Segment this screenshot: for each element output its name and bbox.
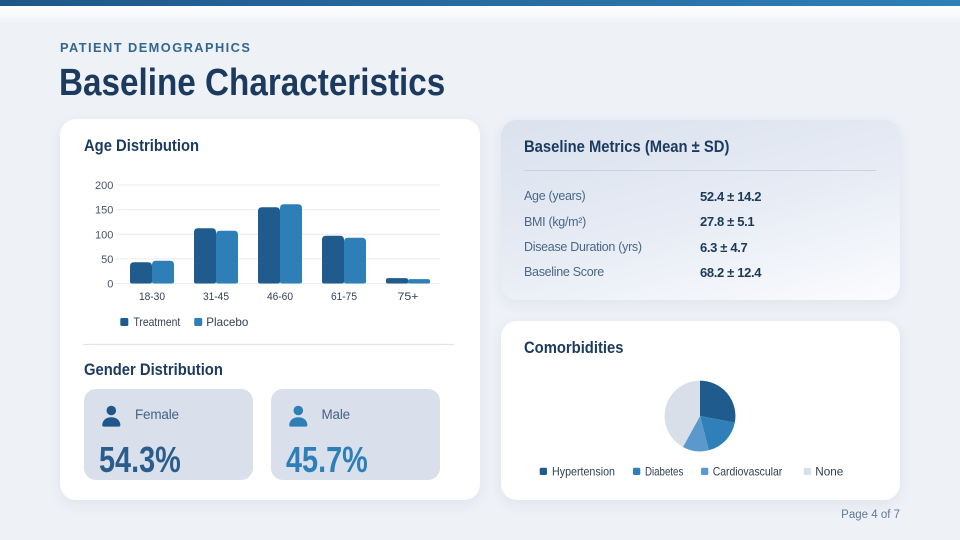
svg-text:100: 100 xyxy=(95,229,113,241)
svg-text:None: None xyxy=(815,464,843,478)
svg-text:18-30: 18-30 xyxy=(139,291,165,303)
svg-text:31-45: 31-45 xyxy=(203,291,229,303)
svg-text:75+: 75+ xyxy=(398,291,419,303)
svg-text:0: 0 xyxy=(107,279,113,291)
svg-text:Cardiovascular: Cardiovascular xyxy=(713,464,783,478)
svg-text:200: 200 xyxy=(95,180,113,192)
svg-text:46-60: 46-60 xyxy=(267,291,293,303)
svg-text:50: 50 xyxy=(101,254,113,266)
svg-text:Treatment: Treatment xyxy=(134,315,181,329)
svg-text:Diabetes: Diabetes xyxy=(645,464,683,478)
svg-text:150: 150 xyxy=(95,205,113,217)
svg-text:61-75: 61-75 xyxy=(331,291,357,303)
svg-text:Hypertension: Hypertension xyxy=(552,464,615,478)
svg-text:Placebo: Placebo xyxy=(206,315,248,329)
